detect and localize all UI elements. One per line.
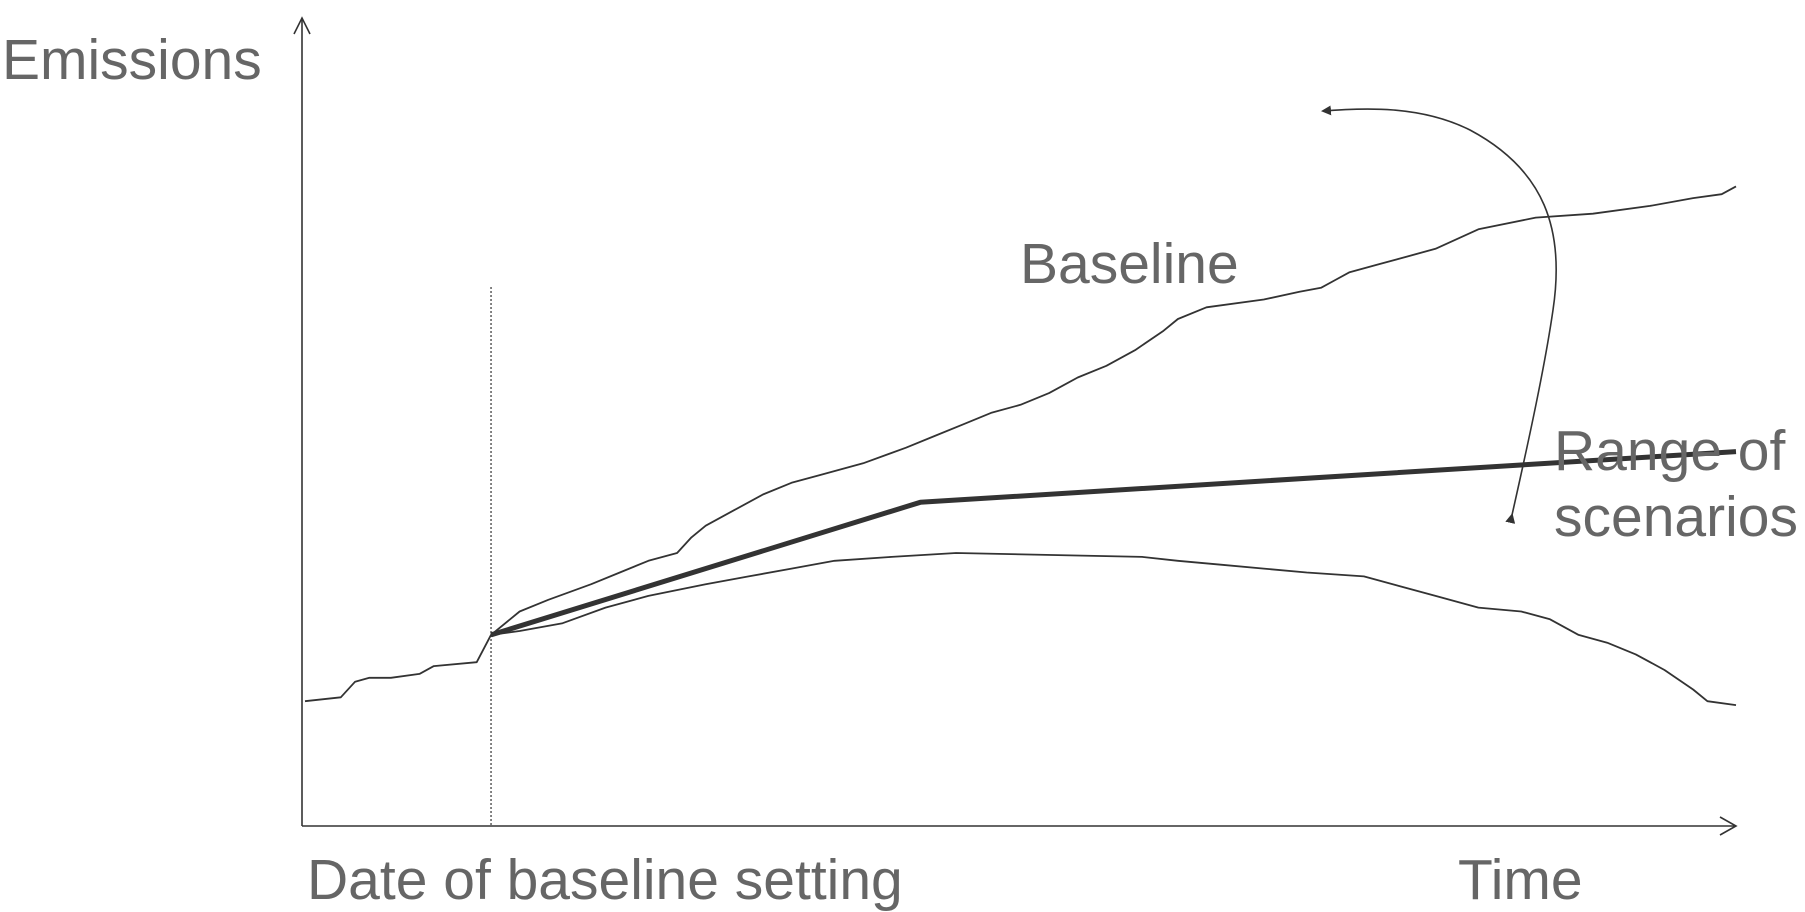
- lower-scenario-line: [490, 552, 1737, 706]
- y-axis-label: Emissions: [2, 28, 262, 92]
- x-axis-arrow-icon: [1719, 816, 1738, 836]
- y-axis-arrow-icon: [293, 16, 311, 35]
- range-of-scenarios-annotation: Range of scenarios: [1554, 419, 1798, 549]
- axes: [293, 16, 1738, 836]
- x-axis-label: Time: [1458, 848, 1583, 912]
- baseline-date-label: Date of baseline setting: [307, 848, 903, 912]
- baseline-annotation: Baseline: [1020, 232, 1239, 296]
- baseline-line: [490, 449, 1737, 638]
- range-arrow: [1321, 105, 1558, 524]
